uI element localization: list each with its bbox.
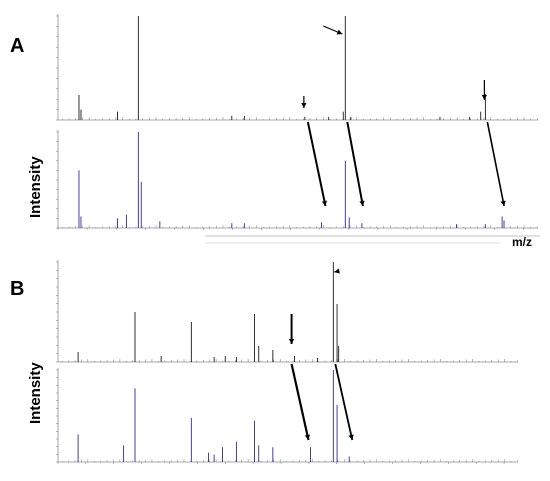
arrow-948-head (301, 103, 307, 108)
panel-b-annotations (288, 268, 354, 441)
arrow-1087-head (336, 29, 343, 35)
spectrum-ctx1 (56, 14, 538, 121)
arrow-1569-to-1626 (486, 121, 505, 207)
arrow-948-b-head (288, 339, 295, 344)
panel-a-letter: A (10, 35, 24, 57)
panel-a: A Intensity m/z (10, 14, 540, 249)
arrow-1569-head (481, 95, 487, 100)
arrow-1569-to-1626-head (500, 200, 506, 206)
arrow-948-to-1005-b (290, 363, 310, 441)
panel-b: B Intensity (10, 260, 518, 464)
arrow-1087-b-head (334, 268, 340, 274)
panel-b-letter: B (10, 278, 24, 300)
arrow-1087-to-1144-b (334, 363, 354, 441)
arrow-948-to-1005 (306, 121, 327, 207)
arrow-1087-to-1144-head (359, 200, 365, 206)
arrow-1087-to-1144-b-head (348, 434, 354, 440)
spectrum-ctx3 (56, 260, 518, 363)
arrow-948-to-1005-b-head (304, 434, 310, 440)
arrow-1087-to-1144 (346, 121, 364, 207)
panel-a-xlabel: m/z (512, 235, 532, 249)
arrow-948-to-1005-head (321, 200, 327, 206)
spectrum-sem-ctx3 (56, 368, 518, 464)
panel-a-annotations (205, 25, 540, 244)
panel-b-ylabel: Intensity (27, 362, 44, 424)
spectrum-sem-ctx1 (56, 130, 538, 230)
panel-a-ylabel: Intensity (27, 156, 44, 218)
